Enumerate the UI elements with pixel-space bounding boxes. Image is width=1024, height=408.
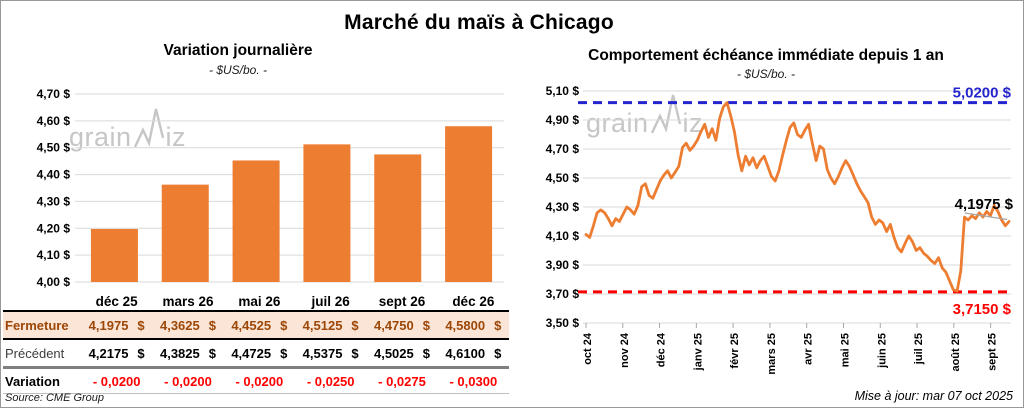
y-axis-label: 4,30 $ — [546, 200, 580, 214]
table-cell: - 0,0250 — [306, 373, 355, 389]
x-axis-label: avr 25 — [803, 333, 815, 365]
y-axis-label: 4,90 $ — [546, 113, 580, 127]
bar-chart-subtitle: - $US/bo. - — [208, 63, 268, 77]
table-cell: - 0,0200 — [164, 373, 212, 389]
y-axis-label: 4,70 $ — [37, 87, 71, 101]
bar-chart-svg: 4,00 $ 4,10 $ 4,20 $ 4,30 $ 4,40 $ 4,50 $ 4,60… — [37, 87, 504, 289]
table-row-variation: Variation - 0,0200 - 0,0200 - 0,0200 - 0,025… — [3, 369, 509, 394]
y-axis-label: 4,50 $ — [37, 141, 71, 155]
bar-mars 26 — [161, 184, 209, 282]
source-note: Source: CME Group — [5, 392, 105, 404]
table-cell: - 0,0200 — [235, 373, 284, 389]
bar-chart-title: Variation journalière — [163, 42, 313, 59]
line-chart-title: Comportement échéance immédiate depuis 1… — [588, 47, 944, 64]
table-cell: 4,4525 $ — [231, 317, 288, 333]
price-line — [584, 101, 1011, 293]
table-cell: 4,2175 $ — [88, 345, 145, 361]
watermark-text: grain — [69, 122, 132, 152]
low-value-label: 3,7150 $ — [953, 301, 1012, 318]
grainwiz-watermark: grain iz — [586, 91, 703, 137]
x-axis-label: août 25 — [950, 333, 962, 372]
watermark-text: grain — [586, 108, 649, 138]
bar-déc 26 — [445, 126, 493, 282]
column-header: mars 26 — [162, 294, 214, 309]
y-axis-label: 4,10 $ — [546, 229, 580, 243]
last-value-label: 4,1975 $ — [955, 196, 1014, 213]
table-row-fermeture: Fermeture 4,1975 $ 4,3625 $ 4,4525 $ 4,5125 $ 4,4… — [3, 312, 509, 340]
table-cell: 4,4725 $ — [231, 345, 288, 361]
x-axis-label: nov 24 — [619, 332, 631, 368]
table-cell: 4,5025 $ — [373, 345, 430, 361]
updated-note: Mise à jour: mar 07 oct 2025 — [854, 389, 1013, 403]
watermark-text: iz — [165, 122, 187, 152]
table-cell: 4,4750 $ — [373, 317, 430, 333]
table-cell: 4,5800 $ — [445, 317, 502, 333]
table-cell: 4,5375 $ — [302, 345, 359, 361]
x-axis-label: mars 25 — [766, 333, 778, 375]
y-axis-label: 3,50 $ — [546, 316, 580, 330]
table-cell: 4,3825 $ — [159, 345, 216, 361]
column-header: sept 26 — [378, 294, 426, 309]
table-cell: - 0,0300 — [449, 373, 498, 389]
x-axis-label: sept 25 — [987, 333, 999, 371]
table-cell: - 0,0275 — [378, 373, 426, 389]
y-axis-label: 3,70 $ — [546, 287, 580, 301]
table-cell: 4,1975 $ — [88, 317, 145, 333]
bar-juil 26 — [303, 144, 351, 282]
x-axis-label: févr 25 — [729, 333, 741, 368]
bar-déc 25 — [90, 228, 138, 282]
row-label: Variation — [5, 373, 60, 389]
page-title: Marché du maïs à Chicago — [344, 11, 614, 34]
y-axis-label: 4,30 $ — [37, 194, 71, 208]
table-cell: 4,6100 $ — [445, 345, 502, 361]
x-axis-label: mai 25 — [839, 333, 851, 367]
x-axis-label: juin 25 — [876, 333, 888, 369]
line-chart-subtitle: - $US/bo. - — [736, 67, 796, 81]
x-axis-label: janv 25 — [692, 333, 704, 371]
grainwiz-watermark: grain iz — [69, 105, 186, 151]
y-axis-label: 3,90 $ — [546, 258, 580, 272]
callout-leader-line — [964, 212, 1008, 221]
row-label: Précédent — [5, 345, 65, 361]
table-cell: 4,5125 $ — [302, 317, 359, 333]
column-header: déc 25 — [95, 294, 138, 309]
y-axis-label: 5,10 $ — [546, 84, 580, 98]
watermark-spark-icon — [133, 108, 164, 148]
y-axis-label: 4,10 $ — [37, 248, 71, 262]
line-chart-svg: 3,50 $ 3,70 $ 3,90 $ 4,10 $ 4,30 $ 4,50 $ 4,70… — [546, 84, 1014, 375]
x-axis-label: déc 24 — [656, 332, 668, 367]
table-cell: 4,3625 $ — [159, 317, 216, 333]
x-axis-label: oct 24 — [582, 332, 594, 365]
row-label: Fermeture — [5, 317, 69, 333]
bar-sept 26 — [374, 154, 422, 282]
high-value-label: 5,0200 $ — [953, 85, 1012, 102]
watermark-spark-icon — [650, 94, 681, 134]
y-axis-label: 4,60 $ — [37, 114, 71, 128]
y-axis-label: 4,50 $ — [546, 171, 580, 185]
y-axis-label: 4,70 $ — [546, 142, 580, 156]
bar-mai 26 — [232, 160, 280, 282]
column-header: mai 26 — [238, 294, 281, 309]
column-header: déc 26 — [452, 294, 495, 309]
table-row-précédent: Précédent 4,2175 $ 4,3825 $ 4,4725 $ 4,5375 $ 4,5… — [3, 340, 509, 369]
table-cell: - 0,0200 — [92, 373, 141, 389]
y-axis-label: 4,20 $ — [37, 221, 71, 235]
column-header: juil 26 — [311, 294, 350, 309]
table-header-row: déc 25 mars 26 mai 26 juil 26 sept 26 déc 26 — [3, 293, 509, 312]
y-axis-label: 4,40 $ — [37, 168, 71, 182]
x-axis-label: juil 25 — [913, 333, 925, 365]
futures-table: déc 25 mars 26 mai 26 juil 26 sept 26 déc 26 … — [3, 293, 509, 394]
y-axis-label: 4,00 $ — [37, 275, 71, 289]
watermark-text: iz — [682, 108, 704, 138]
